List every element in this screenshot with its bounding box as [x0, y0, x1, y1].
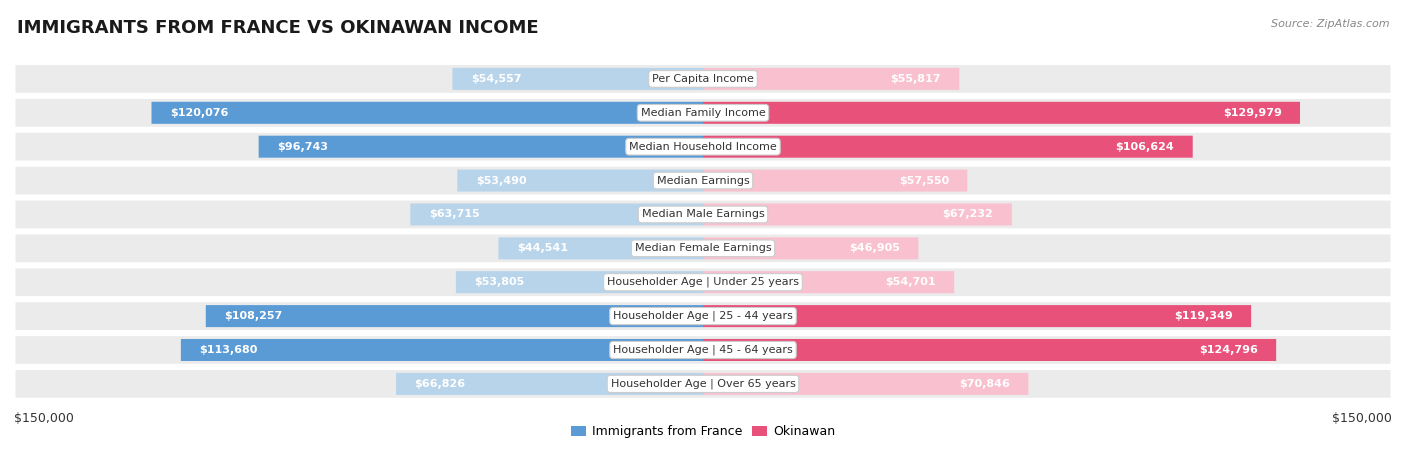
- FancyBboxPatch shape: [14, 131, 1392, 162]
- FancyBboxPatch shape: [457, 170, 703, 191]
- FancyBboxPatch shape: [703, 373, 1028, 395]
- Text: Householder Age | Under 25 years: Householder Age | Under 25 years: [607, 277, 799, 288]
- Text: IMMIGRANTS FROM FRANCE VS OKINAWAN INCOME: IMMIGRANTS FROM FRANCE VS OKINAWAN INCOM…: [17, 19, 538, 37]
- FancyBboxPatch shape: [14, 233, 1392, 263]
- Text: Median Male Earnings: Median Male Earnings: [641, 210, 765, 219]
- Text: Median Family Income: Median Family Income: [641, 108, 765, 118]
- Text: $66,826: $66,826: [415, 379, 465, 389]
- FancyBboxPatch shape: [703, 271, 955, 293]
- Text: $106,624: $106,624: [1115, 142, 1174, 152]
- Text: $44,541: $44,541: [517, 243, 568, 253]
- FancyBboxPatch shape: [14, 199, 1392, 230]
- FancyBboxPatch shape: [703, 237, 918, 259]
- Text: $46,905: $46,905: [849, 243, 900, 253]
- Text: $150,000: $150,000: [14, 412, 75, 425]
- Text: $53,490: $53,490: [475, 176, 526, 185]
- FancyBboxPatch shape: [14, 368, 1392, 399]
- Text: $67,232: $67,232: [942, 210, 994, 219]
- Text: $124,796: $124,796: [1199, 345, 1258, 355]
- Text: $108,257: $108,257: [224, 311, 283, 321]
- FancyBboxPatch shape: [152, 102, 703, 124]
- FancyBboxPatch shape: [14, 98, 1392, 128]
- Text: Median Earnings: Median Earnings: [657, 176, 749, 185]
- FancyBboxPatch shape: [703, 136, 1192, 158]
- Text: Median Female Earnings: Median Female Earnings: [634, 243, 772, 253]
- Text: Householder Age | 45 - 64 years: Householder Age | 45 - 64 years: [613, 345, 793, 355]
- Text: $55,817: $55,817: [890, 74, 941, 84]
- FancyBboxPatch shape: [453, 68, 703, 90]
- FancyBboxPatch shape: [703, 339, 1277, 361]
- Text: Householder Age | Over 65 years: Householder Age | Over 65 years: [610, 379, 796, 389]
- Legend: Immigrants from France, Okinawan: Immigrants from France, Okinawan: [565, 420, 841, 443]
- FancyBboxPatch shape: [411, 204, 703, 226]
- Text: $96,743: $96,743: [277, 142, 328, 152]
- FancyBboxPatch shape: [14, 335, 1392, 365]
- FancyBboxPatch shape: [14, 165, 1392, 196]
- Text: $70,846: $70,846: [959, 379, 1010, 389]
- Text: $150,000: $150,000: [1331, 412, 1392, 425]
- FancyBboxPatch shape: [14, 267, 1392, 297]
- Text: $63,715: $63,715: [429, 210, 479, 219]
- Text: $113,680: $113,680: [200, 345, 257, 355]
- Text: $53,805: $53,805: [474, 277, 524, 287]
- Text: $54,557: $54,557: [471, 74, 522, 84]
- Text: $129,979: $129,979: [1223, 108, 1282, 118]
- FancyBboxPatch shape: [456, 271, 703, 293]
- Text: $54,701: $54,701: [886, 277, 936, 287]
- FancyBboxPatch shape: [498, 237, 703, 259]
- Text: $119,349: $119,349: [1174, 311, 1233, 321]
- FancyBboxPatch shape: [703, 170, 967, 191]
- FancyBboxPatch shape: [703, 204, 1012, 226]
- FancyBboxPatch shape: [14, 64, 1392, 94]
- FancyBboxPatch shape: [14, 301, 1392, 332]
- Text: Source: ZipAtlas.com: Source: ZipAtlas.com: [1271, 19, 1389, 28]
- Text: Median Household Income: Median Household Income: [628, 142, 778, 152]
- FancyBboxPatch shape: [259, 136, 703, 158]
- FancyBboxPatch shape: [703, 102, 1301, 124]
- Text: $120,076: $120,076: [170, 108, 228, 118]
- FancyBboxPatch shape: [396, 373, 703, 395]
- FancyBboxPatch shape: [703, 68, 959, 90]
- Text: Householder Age | 25 - 44 years: Householder Age | 25 - 44 years: [613, 311, 793, 321]
- FancyBboxPatch shape: [703, 305, 1251, 327]
- Text: Per Capita Income: Per Capita Income: [652, 74, 754, 84]
- FancyBboxPatch shape: [181, 339, 703, 361]
- FancyBboxPatch shape: [205, 305, 703, 327]
- Text: $57,550: $57,550: [898, 176, 949, 185]
